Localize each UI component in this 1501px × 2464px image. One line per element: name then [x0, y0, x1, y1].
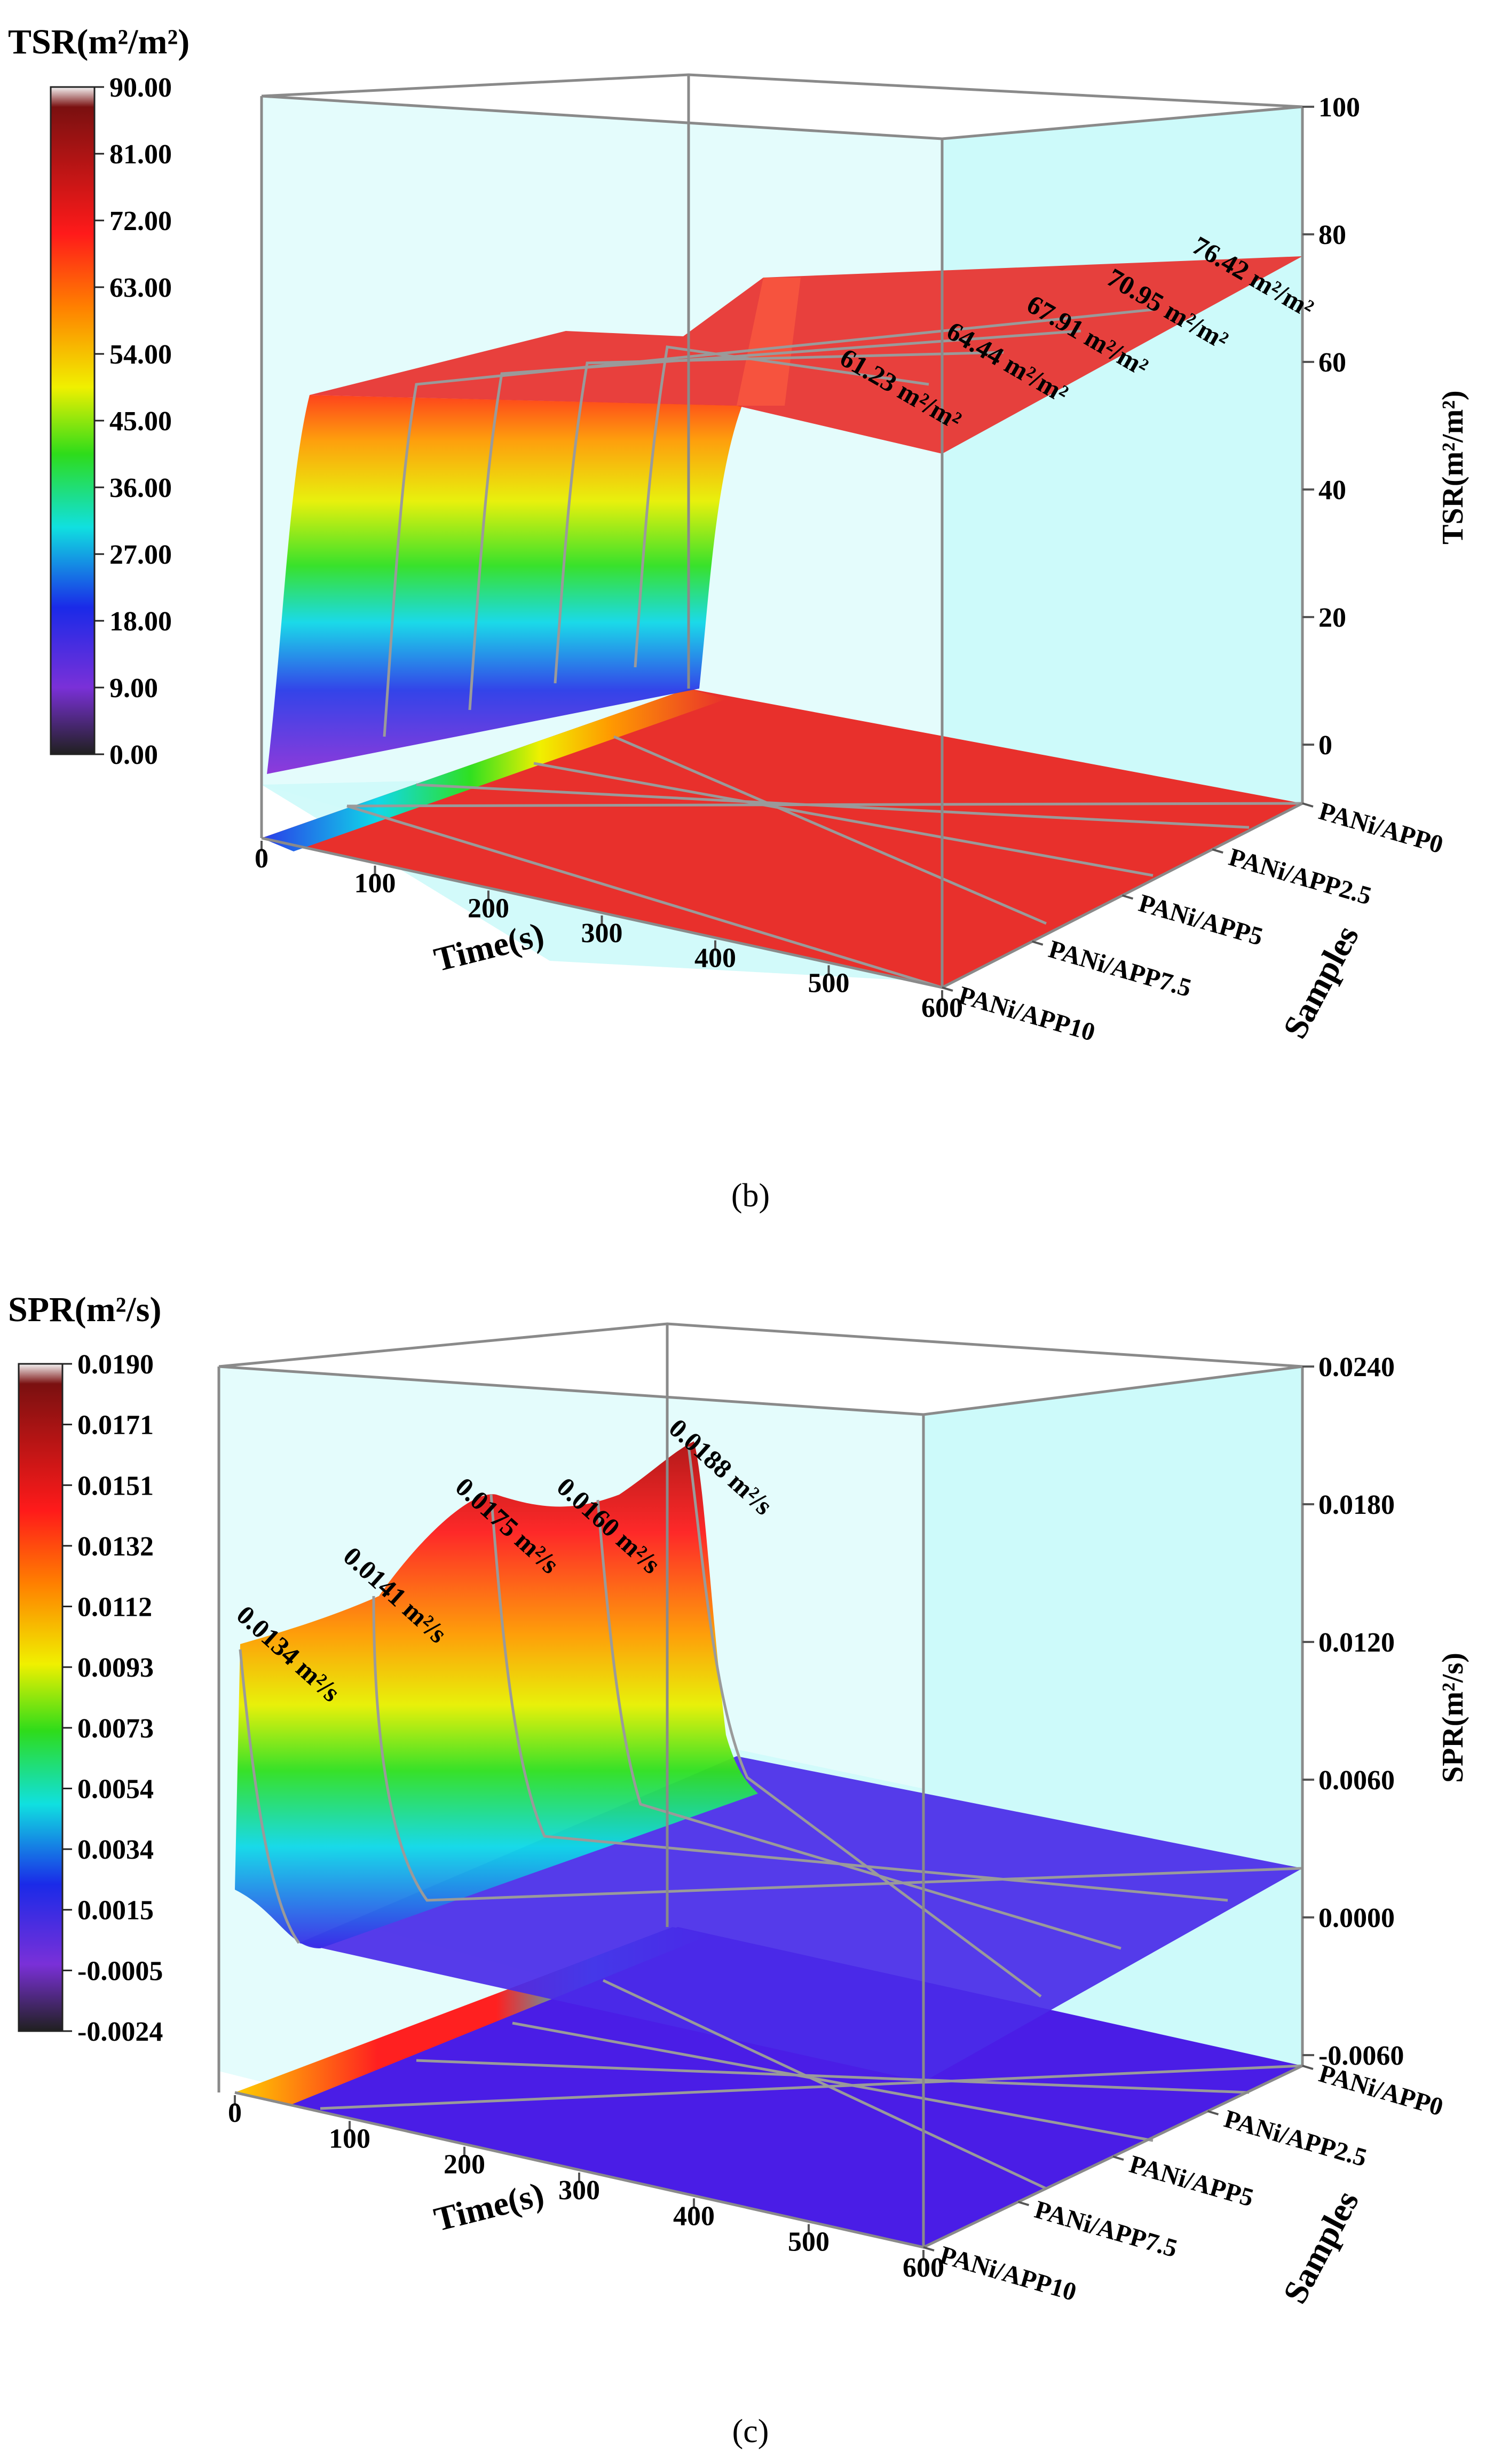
colorbar-tick-label: 0.0073 — [77, 1713, 154, 1744]
colorbar-ticks-b: 90.00 81.00 72.00 63.00 54.00 45.00 36.00 27.00… — [94, 73, 172, 770]
z-axis-ticks-c: 0.0240 0.0180 0.0120 0.0060 0.0000 -0.0060 — [1302, 1352, 1404, 2071]
z-tick-label: 100 — [1318, 92, 1360, 123]
colorbar-tick-label: 0.0054 — [77, 1774, 154, 1804]
z-tick-label: 0.0120 — [1318, 1628, 1395, 1658]
x-tick-label: 0 — [228, 2098, 242, 2128]
colorbar-tick-label: -0.0024 — [77, 2017, 163, 2047]
colorbar-tick-label: 0.0190 — [77, 1349, 154, 1380]
sample-tick-mark — [923, 2246, 935, 2252]
x-tick-label: 600 — [903, 2253, 944, 2283]
sample-tick-label: PANi/APP2.5 — [1221, 2105, 1370, 2173]
sample-tick-label: PANi/APP0 — [1316, 797, 1446, 859]
z-tick-label: 0.0060 — [1318, 1765, 1395, 1796]
sample-tick-mark — [1302, 2065, 1314, 2070]
colorbar-tick-label: 18.00 — [109, 606, 172, 637]
colorbar-tick-label: 81.00 — [109, 139, 172, 170]
z-tick-label: 40 — [1318, 475, 1346, 506]
colorbar-tick-label: 72.00 — [109, 206, 172, 236]
z-tick-label: 20 — [1318, 603, 1346, 633]
sample-tick-mark — [1212, 848, 1223, 854]
x-axis-ticks-c: 0 100 200 300 400 500 600 — [228, 2095, 944, 2283]
sample-tick-label: PANi/APP7.5 — [1046, 935, 1195, 1002]
colorbar-tick-label: 36.00 — [109, 473, 172, 503]
x-tick-label: 0 — [255, 843, 268, 874]
sample-tick-label: PANi/APP5 — [1135, 889, 1266, 951]
x-tick-label: 400 — [694, 943, 736, 974]
x-tick-label: 200 — [444, 2150, 485, 2180]
surface-top-b — [310, 256, 1302, 454]
sample-axis-label-c: Samples — [1276, 2184, 1366, 2309]
colorbar-tick-label: 0.0015 — [77, 1896, 154, 1926]
colorbar-tick-label: 0.0171 — [77, 1410, 154, 1441]
x-tick-label: 500 — [808, 968, 850, 998]
sample-tick-mark — [1121, 894, 1134, 900]
panel-b: TSR(m²/m²) 90.00 81.00 72.00 63.00 54.00 45.0… — [8, 22, 1470, 1047]
colorbar-tick-label: 0.0132 — [77, 1531, 154, 1562]
surface-wall-b — [267, 395, 742, 774]
colorbar-title-b: TSR(m²/m²) — [8, 22, 189, 61]
z-tick-label: 80 — [1318, 220, 1346, 250]
sample-tick-mark — [1017, 2201, 1030, 2206]
sample-tick-mark — [1112, 2155, 1124, 2161]
x-tick-label: 500 — [788, 2227, 830, 2257]
sample-tick-label: PANi/APP2.5 — [1226, 843, 1374, 911]
sample-tick-label: PANi/APP5 — [1126, 2150, 1257, 2213]
colorbar-tick-label: 0.0151 — [77, 1471, 154, 1501]
colorbar-ticks-c: 0.0190 0.0171 0.0151 0.0132 0.0112 0.0093 0.00… — [62, 1349, 163, 2047]
sample-axis-label-b: Samples — [1276, 919, 1366, 1044]
sample-curves-b — [346, 308, 1303, 989]
sample-curves-c — [239, 1446, 1303, 2190]
colorbar-tick-label: 9.00 — [109, 673, 158, 704]
x-tick-label: 100 — [329, 2123, 370, 2154]
x-tick-label: 600 — [921, 993, 963, 1023]
x-axis-label-b: Time(s) — [430, 915, 548, 978]
sample-tick-mark — [1032, 940, 1044, 946]
colorbar-tick-label: 0.0112 — [77, 1592, 152, 1623]
z-axis-label-c: SPR(m²/s) — [1436, 1653, 1470, 1783]
colorbar-tick-label: 63.00 — [109, 273, 172, 303]
sample-tick-mark — [942, 986, 953, 992]
sample-tick-label: PANi/APP7.5 — [1031, 2196, 1180, 2263]
z-axis-label-b: TSR(m²/m²) — [1436, 390, 1470, 544]
surface-step-b — [737, 278, 801, 406]
colorbar-title-c: SPR(m²/s) — [8, 1290, 161, 1329]
sample-tick-mark — [1302, 802, 1314, 808]
x-axis-label-c: Time(s) — [430, 2175, 548, 2238]
colorbar-tick-label: 0.0034 — [77, 1835, 154, 1865]
x-axis-ticks-b: 0 100 200 300 400 500 600 — [255, 841, 963, 1023]
colorbar-tick-label: 27.00 — [109, 540, 172, 570]
z-tick-label: 0.0240 — [1318, 1352, 1395, 1383]
panel-c: SPR(m²/s) 0.0190 0.0171 0.0151 0.0132 0.0112… — [8, 1290, 1470, 2310]
colorbar-tick-label: -0.0005 — [77, 1956, 163, 1986]
colorbar-b — [50, 86, 96, 755]
sample-tick-label: PANi/APP10 — [955, 981, 1098, 1047]
floor-stripe-b — [262, 689, 726, 851]
x-tick-label: 200 — [468, 893, 509, 923]
z-tick-label: 0.0000 — [1318, 1903, 1395, 1933]
colorbar-tick-label: 0.00 — [109, 740, 158, 770]
sample-tick-mark — [1207, 2110, 1219, 2115]
colorbar-tick-label: 45.00 — [109, 406, 172, 437]
x-tick-label: 300 — [581, 918, 623, 949]
z-tick-label: 0 — [1318, 730, 1332, 761]
z-tick-label: 0.0180 — [1318, 1490, 1395, 1520]
colorbar-c — [18, 1363, 64, 2032]
caption-b: (b) — [731, 1178, 770, 1214]
sample-tick-label: PANi/APP10 — [937, 2241, 1079, 2307]
surface-wall-c — [235, 1441, 758, 1948]
colorbar-tick-label: 0.0093 — [77, 1653, 154, 1683]
x-tick-label: 300 — [558, 2175, 600, 2206]
colorbar-tick-label: 54.00 — [109, 339, 172, 370]
x-tick-label: 100 — [354, 868, 396, 899]
colorbar-tick-label: 90.00 — [109, 73, 172, 103]
z-axis-ticks-b: 100 80 60 40 20 0 — [1302, 92, 1360, 761]
z-tick-label: 60 — [1318, 348, 1346, 378]
x-tick-label: 400 — [673, 2201, 715, 2231]
z-tick-label: -0.0060 — [1318, 2041, 1404, 2071]
caption-c: (c) — [732, 2413, 769, 2450]
